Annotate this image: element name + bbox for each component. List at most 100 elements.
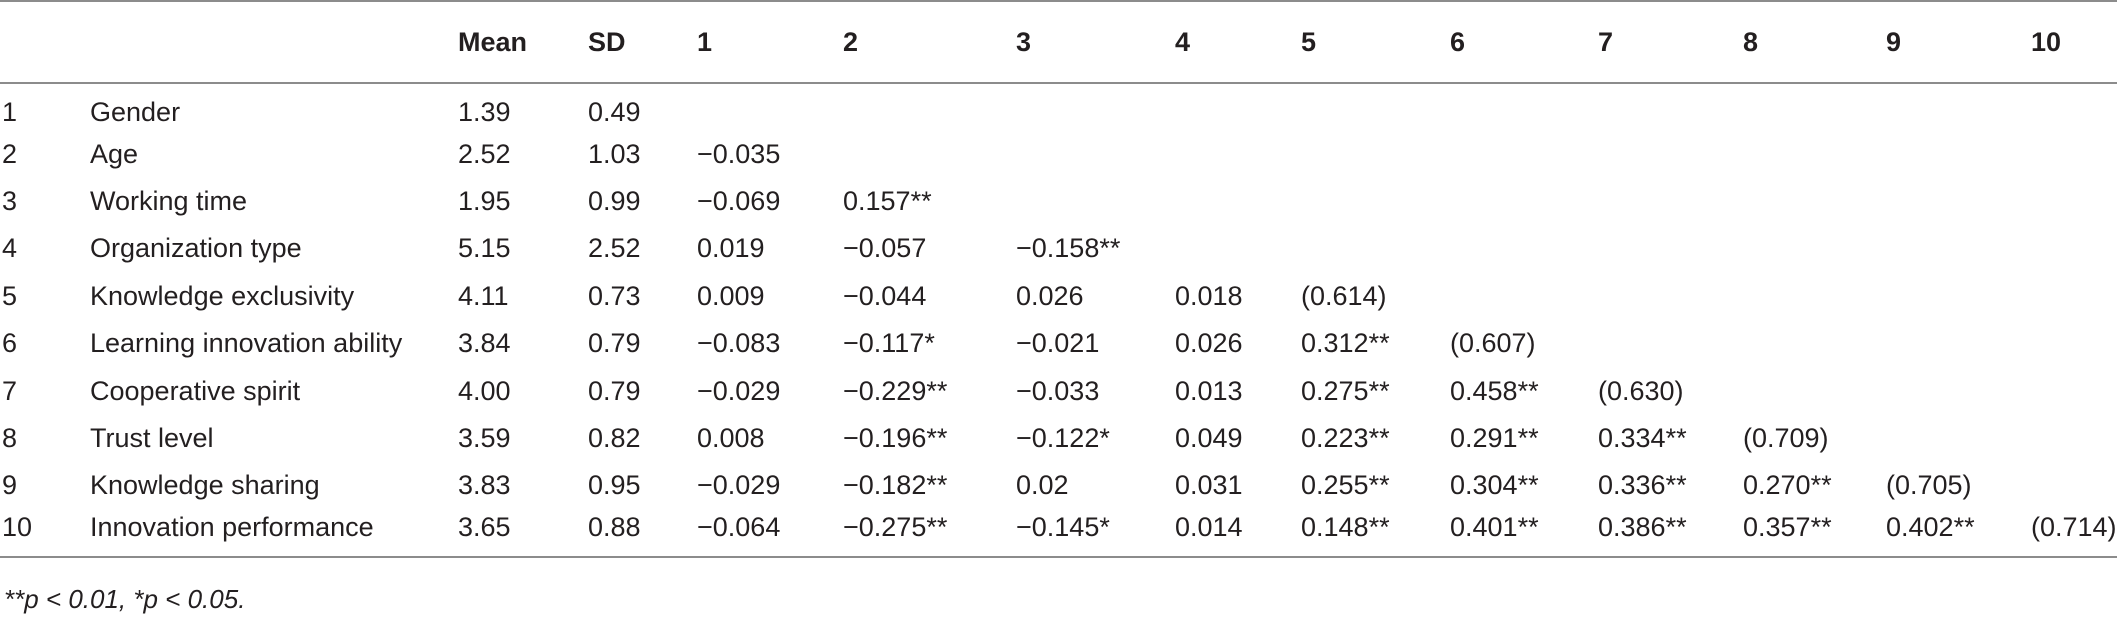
variable-name-cell: Innovation performance	[62, 509, 452, 558]
table-row: 7 Cooperative spirit 4.00 0.79 −0.029 −0.229*…	[0, 367, 2117, 414]
row-index-cell: 1	[2, 96, 18, 127]
correlation-cell: 0.026	[1175, 328, 1243, 359]
variable-name-cell: Working time	[90, 185, 248, 216]
correlation-cell: 0.357**	[1737, 509, 1880, 558]
correlation-cell: 0.255**	[1301, 470, 1390, 501]
row-index-cell: 3	[2, 185, 18, 216]
sd-cell: 1.03	[588, 138, 641, 169]
correlation-cell: −0.122*	[1016, 422, 1110, 453]
row-index-cell: 10	[0, 509, 62, 558]
sd-cell: 0.95	[588, 470, 641, 501]
correlation-cell	[2025, 415, 2117, 462]
correlation-cell	[1295, 130, 1444, 177]
correlation-cell: 0.148**	[1295, 509, 1444, 558]
variable-name-cell: Knowledge exclusivity	[90, 280, 355, 311]
correlation-table: Mean SD 1 2 3 4 5 6 7 8 9 10 1 Gender 1.39…	[0, 0, 2117, 558]
correlation-cell: −0.029	[697, 375, 781, 406]
correlation-cell: −0.158**	[1016, 233, 1121, 264]
correlation-cell: −0.196**	[843, 422, 948, 453]
variable-name-cell: Age	[90, 138, 139, 169]
variable-name-cell: Trust level	[90, 422, 214, 453]
correlation-cell: 0.402**	[1880, 509, 2025, 558]
correlation-cell	[1444, 178, 1592, 225]
correlation-cell	[2025, 462, 2117, 509]
correlation-cell	[1592, 130, 1737, 177]
mean-cell: 5.15	[458, 233, 511, 264]
correlation-cell	[1737, 130, 1880, 177]
correlation-cell	[691, 83, 837, 130]
correlation-cell	[1737, 320, 1880, 367]
correlation-cell	[1010, 83, 1169, 130]
header-cell-variable	[62, 0, 452, 84]
correlation-cell: (0.614)	[1301, 280, 1387, 311]
sd-cell: 0.49	[588, 96, 641, 127]
correlation-cell: 0.031	[1175, 470, 1243, 501]
correlation-cell	[1880, 178, 2025, 225]
sd-cell: 0.88	[582, 509, 691, 558]
table-row: 1 Gender 1.39 0.49	[0, 83, 2117, 130]
correlation-cell	[1295, 178, 1444, 225]
correlation-cell	[1169, 178, 1295, 225]
correlation-cell	[1880, 225, 2025, 272]
correlation-cell	[1592, 273, 1737, 320]
correlation-cell: −0.229**	[843, 375, 948, 406]
correlation-table-container: Mean SD 1 2 3 4 5 6 7 8 9 10 1 Gender 1.39…	[0, 0, 2117, 558]
correlation-cell	[837, 130, 1010, 177]
correlation-cell	[1592, 320, 1737, 367]
variable-name-cell: Knowledge sharing	[90, 470, 320, 501]
correlation-cell: −0.057	[843, 233, 927, 264]
correlation-cell	[1880, 415, 2025, 462]
correlation-cell	[1737, 83, 1880, 130]
header-cell-5: 5	[1295, 0, 1444, 84]
correlation-cell: 0.013	[1175, 375, 1243, 406]
sd-cell: 0.73	[588, 280, 641, 311]
correlation-cell: (0.607)	[1450, 328, 1536, 359]
correlation-cell	[1444, 130, 1592, 177]
correlation-cell	[1737, 273, 1880, 320]
correlation-cell	[1010, 130, 1169, 177]
correlation-cell	[1737, 225, 1880, 272]
row-index-cell: 8	[2, 422, 18, 453]
correlation-cell: −0.064	[691, 509, 837, 558]
correlation-cell	[1592, 83, 1737, 130]
header-cell-4: 4	[1169, 0, 1295, 84]
correlation-cell: −0.029	[697, 470, 781, 501]
correlation-cell	[1880, 130, 2025, 177]
correlation-cell: (0.630)	[1598, 375, 1684, 406]
table-row: 5 Knowledge exclusivity 4.11 0.73 0.009 −0.04…	[0, 273, 2117, 320]
correlation-cell: 0.401**	[1444, 509, 1592, 558]
correlation-cell: 0.014	[1169, 509, 1295, 558]
correlation-cell: 0.02	[1016, 470, 1069, 501]
correlation-cell: 0.304**	[1450, 470, 1539, 501]
row-index-cell: 2	[2, 138, 18, 169]
header-cell-mean: Mean	[452, 0, 582, 84]
correlation-cell	[837, 83, 1010, 130]
correlation-cell: −0.021	[1016, 328, 1100, 359]
header-cell-8: 8	[1737, 0, 1880, 84]
mean-cell: 4.11	[458, 280, 509, 311]
header-cell-2: 2	[837, 0, 1010, 84]
variable-name-cell: Learning innovation ability	[90, 328, 403, 359]
correlation-cell	[1010, 178, 1169, 225]
correlation-cell: −0.117*	[843, 328, 935, 359]
sd-cell: 0.82	[588, 422, 641, 453]
correlation-cell	[1737, 367, 1880, 414]
sd-cell: 0.79	[588, 375, 641, 406]
correlation-cell: 0.019	[697, 233, 765, 264]
correlation-cell: 0.008	[697, 422, 765, 453]
correlation-cell	[1880, 83, 2025, 130]
mean-cell: 3.84	[458, 328, 511, 359]
table-row: 3 Working time 1.95 0.99 −0.069 0.157**	[0, 178, 2117, 225]
header-cell-index	[0, 0, 62, 84]
header-cell-6: 6	[1444, 0, 1592, 84]
correlation-cell: −0.275**	[837, 509, 1010, 558]
header-cell-1: 1	[691, 0, 837, 84]
correlation-cell	[2025, 225, 2117, 272]
table-body: 1 Gender 1.39 0.49 2 Age 2.52 1.03 −0.035 3 Workin…	[0, 83, 2117, 558]
correlation-cell	[2025, 367, 2117, 414]
correlation-cell	[1169, 225, 1295, 272]
significance-note: **p < 0.01, *p < 0.05.	[4, 584, 246, 614]
correlation-cell: 0.009	[697, 280, 765, 311]
correlation-cell: 0.386**	[1592, 509, 1737, 558]
sd-cell: 2.52	[588, 233, 641, 264]
